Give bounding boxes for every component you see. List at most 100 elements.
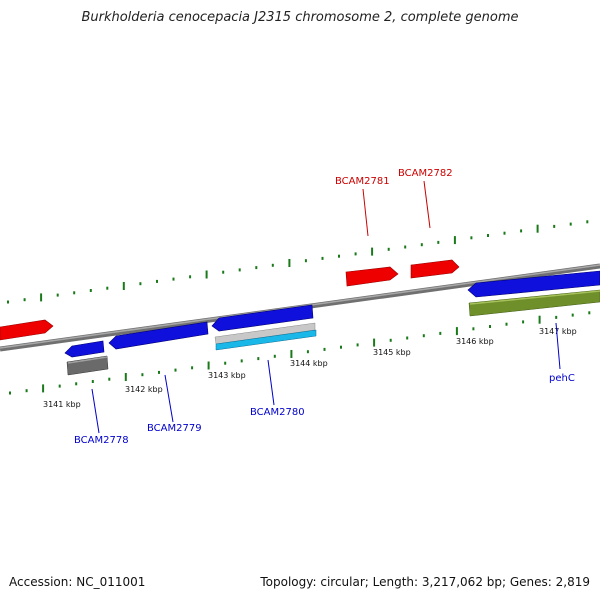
leader-bcam2779 xyxy=(164,374,174,423)
upper-tick xyxy=(470,236,473,240)
lower-tick xyxy=(273,354,276,358)
upper-tick xyxy=(238,268,241,272)
lower-tick xyxy=(472,327,475,331)
upper-tick xyxy=(156,279,158,283)
lower-tick xyxy=(373,338,376,347)
lower-tick xyxy=(158,370,160,374)
leader-bcam2778 xyxy=(91,388,100,434)
upper-tick xyxy=(536,224,539,233)
reverse-gene-bcam2778[interactable] xyxy=(64,340,105,358)
map-title: Burkholderia cenocepacia J2315 chromosom… xyxy=(81,10,519,25)
lower-tick xyxy=(356,343,359,347)
reverse-gene-bcam2779[interactable] xyxy=(108,321,209,350)
upper-tick xyxy=(503,231,506,235)
lower-tick xyxy=(522,320,525,324)
upper-tick xyxy=(56,293,59,297)
upper-tick xyxy=(487,234,489,237)
lower-tick xyxy=(306,350,309,354)
feature-olive-highlight xyxy=(469,290,600,305)
upper-tick xyxy=(437,240,440,244)
lower-tick xyxy=(455,327,458,336)
upper-tick xyxy=(255,266,258,270)
upper-tick xyxy=(7,300,9,304)
upper-tick xyxy=(172,277,175,281)
leader-bcam2780 xyxy=(267,359,275,406)
upper-tick xyxy=(420,243,423,247)
upper-tick xyxy=(106,286,109,290)
upper-tick xyxy=(222,270,225,274)
lower-tick xyxy=(340,345,342,349)
lower-tick xyxy=(323,347,326,351)
scale-label-3147: 3147 kbp xyxy=(539,327,577,336)
lower-tick xyxy=(489,325,491,328)
upper-tick xyxy=(553,224,556,228)
upper-tick xyxy=(371,247,374,256)
lower-tick xyxy=(42,384,45,393)
forward-gene-left[interactable] xyxy=(0,319,54,341)
lower-tick xyxy=(75,382,78,386)
scale-label-3145: 3145 kbp xyxy=(373,348,411,357)
gene-label-bcam2778[interactable]: BCAM2778 xyxy=(74,435,129,446)
upper-tick xyxy=(404,245,407,249)
feature-gray-highlight xyxy=(67,356,108,364)
lower-tick xyxy=(9,391,11,395)
lower-tick xyxy=(91,380,94,383)
lower-tick xyxy=(588,311,591,315)
gene-label-pehC[interactable]: pehC xyxy=(549,373,575,384)
lower-tick xyxy=(406,336,409,340)
forward-gene-bcam2781[interactable] xyxy=(345,266,399,287)
upper-tick xyxy=(288,259,291,267)
lower-tick xyxy=(290,350,293,358)
lower-tick xyxy=(538,315,541,324)
forward-gene-bcam2782[interactable] xyxy=(410,259,460,279)
upper-tick xyxy=(40,293,43,302)
topology-summary: Topology: circular; Length: 3,217,062 bp… xyxy=(260,575,590,589)
lower-tick xyxy=(240,359,243,363)
leader-bcam2782 xyxy=(423,180,431,229)
lower-tick xyxy=(191,366,194,370)
scale-label-3142: 3142 kbp xyxy=(125,385,163,394)
leader-pehC xyxy=(555,322,561,370)
upper-tick xyxy=(271,263,274,267)
reverse-gene-bcam2780[interactable] xyxy=(211,304,314,332)
lower-tick xyxy=(207,361,210,370)
lower-tick xyxy=(555,315,558,319)
reverse-gene-pehC[interactable] xyxy=(467,270,600,298)
lower-tick xyxy=(58,384,61,388)
upper-tick xyxy=(73,291,76,295)
lower-tick-track xyxy=(9,311,591,395)
upper-tick xyxy=(23,298,26,302)
upper-tick xyxy=(139,282,142,286)
scale-label-3143: 3143 kbp xyxy=(208,371,246,380)
lower-tick xyxy=(571,313,574,317)
lower-tick xyxy=(141,373,144,377)
upper-tick xyxy=(122,282,125,290)
scale-label-3141: 3141 kbp xyxy=(43,400,81,409)
scale-label-3146: 3146 kbp xyxy=(456,337,494,346)
gene-label-bcam2782[interactable]: BCAM2782 xyxy=(398,168,453,179)
upper-tick xyxy=(520,229,523,233)
scale-label-3144: 3144 kbp xyxy=(290,359,328,368)
gene-label-bcam2780[interactable]: BCAM2780 xyxy=(250,407,305,418)
feature-cyan-block[interactable] xyxy=(215,329,317,351)
lower-tick xyxy=(174,368,177,372)
leader-bcam2781 xyxy=(362,188,369,237)
gene-label-bcam2781[interactable]: BCAM2781 xyxy=(335,176,390,187)
upper-tick xyxy=(453,236,456,245)
upper-tick xyxy=(321,256,324,260)
feature-gray-block[interactable] xyxy=(66,355,109,376)
lower-tick xyxy=(257,357,260,361)
upper-tick xyxy=(205,270,208,279)
feature-olive-block[interactable] xyxy=(468,289,600,317)
lower-tick xyxy=(108,377,111,381)
gene-label-bcam2779[interactable]: BCAM2779 xyxy=(147,423,202,434)
lower-tick xyxy=(505,322,508,326)
upper-tick xyxy=(89,289,92,292)
lower-tick xyxy=(25,389,28,393)
upper-tick xyxy=(354,252,357,256)
lower-tick xyxy=(422,334,425,338)
upper-tick xyxy=(586,220,589,224)
upper-tick xyxy=(304,259,307,263)
lower-tick xyxy=(224,361,227,365)
